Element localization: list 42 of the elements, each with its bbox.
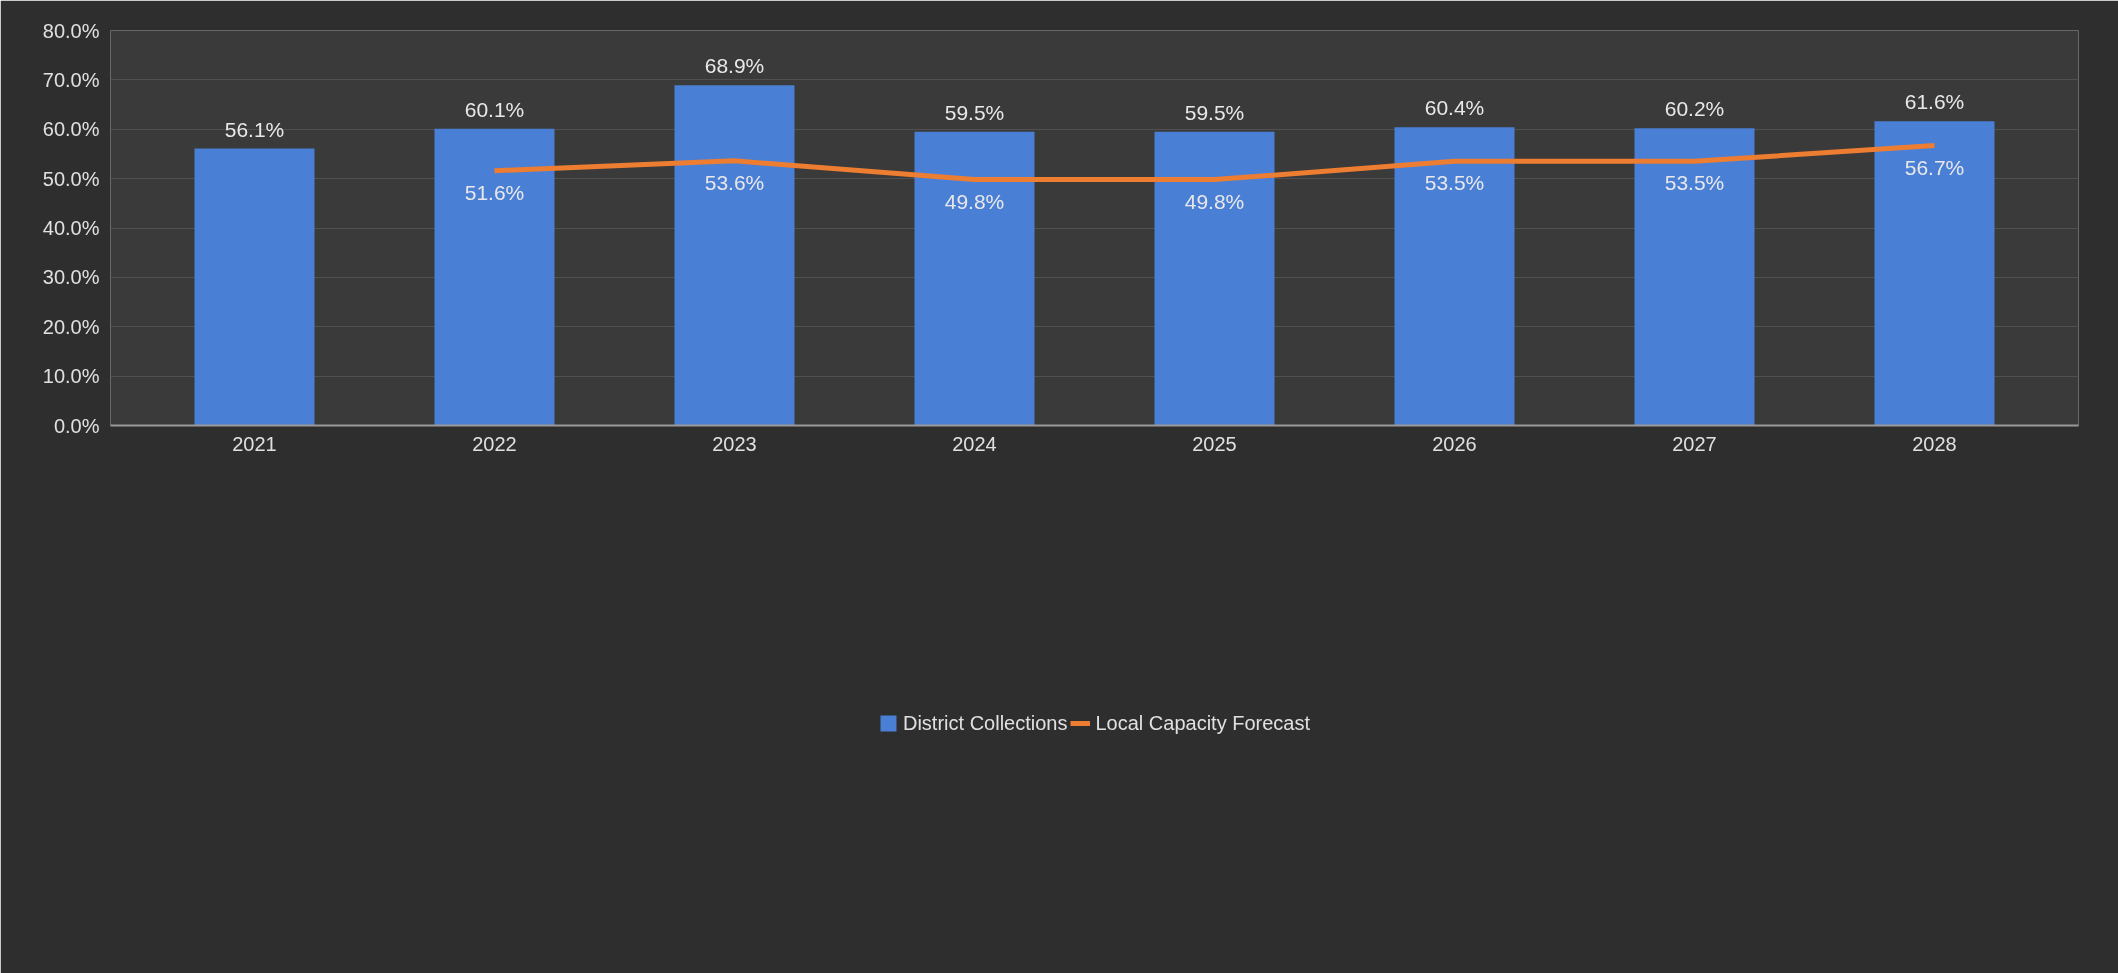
data-label: 49.8%	[944, 189, 1005, 213]
bar	[194, 148, 315, 426]
x-tick-label: 2025	[1192, 432, 1237, 455]
bar	[1634, 128, 1755, 426]
data-label: 56.1%	[224, 117, 285, 141]
bar	[914, 131, 1035, 426]
y-tick-label: 20.0%	[42, 315, 100, 338]
data-label: 60.1%	[464, 97, 525, 121]
data-label: 59.5%	[1184, 100, 1245, 124]
x-tick-label: 2022	[472, 432, 517, 455]
data-label: 60.4%	[1424, 96, 1485, 120]
data-label: 60.2%	[1664, 97, 1725, 121]
x-tick-label: 2026	[1432, 432, 1477, 455]
y-tick-label: 40.0%	[42, 217, 100, 239]
bar	[1154, 131, 1275, 426]
x-tick-label: 2027	[1672, 432, 1717, 455]
y-tick-label: 70.0%	[42, 68, 100, 91]
x-tick-label: 2021	[232, 432, 277, 455]
data-label: 53.5%	[1424, 171, 1485, 195]
bar	[674, 85, 795, 426]
y-tick-label: 10.0%	[42, 365, 100, 388]
data-label: 59.5%	[944, 100, 1005, 124]
data-label: 51.6%	[464, 180, 525, 204]
data-label: 61.6%	[1904, 90, 1965, 114]
bar	[434, 128, 555, 426]
data-label: 53.5%	[1664, 171, 1725, 195]
x-tick-label: 2024	[952, 432, 997, 455]
y-tick-label: 80.0%	[42, 19, 100, 42]
y-tick-label: 30.0%	[42, 266, 100, 289]
data-label: 49.8%	[1184, 189, 1245, 213]
y-tick-label: 50.0%	[42, 167, 100, 190]
y-tick-label: 60.0%	[42, 118, 100, 141]
x-tick-label: 2028	[1912, 432, 1957, 455]
data-label: 68.9%	[704, 54, 765, 78]
data-label: 53.6%	[704, 170, 765, 194]
bar	[1874, 121, 1995, 426]
legend-label: District Collections	[902, 711, 1068, 735]
data-label: 56.7%	[1904, 155, 1965, 179]
y-tick-label: 0.0%	[53, 414, 100, 437]
legend-label: Local Capacity Forecast	[1095, 711, 1311, 735]
x-tick-label: 2023	[712, 432, 757, 455]
bar	[1394, 127, 1515, 426]
